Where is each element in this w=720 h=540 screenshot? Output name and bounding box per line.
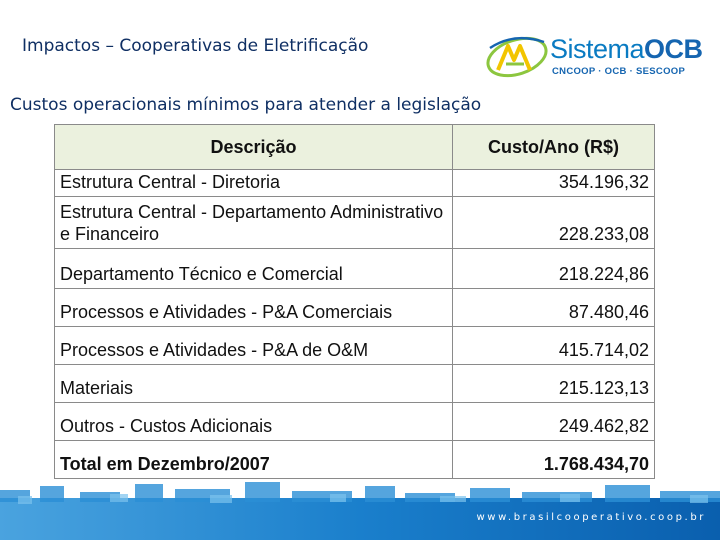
row-description: Processos e Atividades - P&A de O&M — [54, 326, 453, 365]
ocb-swirl-logo-icon — [486, 36, 548, 78]
table-row: Processos e Atividades - P&A de O&M 415.… — [54, 326, 655, 365]
row-cost: 415.714,02 — [452, 326, 655, 365]
column-header-cost: Custo/Ano (R$) — [452, 124, 655, 170]
table-row: Estrutura Central - Diretoria 354.196,32 — [54, 169, 655, 197]
logo-word-bold: OCB — [644, 34, 703, 64]
table-row: Departamento Técnico e Comercial 218.224… — [54, 248, 655, 289]
table-row: Materiais 215.123,13 — [54, 364, 655, 403]
row-cost: 218.224,86 — [452, 248, 655, 289]
total-description: Total em Dezembro/2007 — [54, 440, 453, 479]
logo-subtitle: CNCOOP · OCB · SESCOOP — [552, 66, 686, 77]
row-cost: 87.480,46 — [452, 288, 655, 327]
row-description: Estrutura Central - Departamento Adminis… — [54, 196, 453, 249]
table-row: Outros - Custos Adicionais 249.462,82 — [54, 402, 655, 441]
row-description: Processos e Atividades - P&A Comerciais — [54, 288, 453, 327]
column-header-description: Descrição — [54, 124, 453, 170]
row-cost: 215.123,13 — [452, 364, 655, 403]
row-cost: 228.233,08 — [452, 196, 655, 249]
row-description: Estrutura Central - Diretoria — [54, 169, 453, 197]
slide-subtitle: Custos operacionais mínimos para atender… — [10, 95, 482, 115]
row-cost: 249.462,82 — [452, 402, 655, 441]
footer-decorative-band — [0, 482, 720, 540]
total-cost: 1.768.434,70 — [452, 440, 655, 479]
table-row: Estrutura Central - Departamento Adminis… — [54, 196, 655, 249]
logo-wordmark: SistemaOCB — [550, 34, 703, 65]
row-description: Departamento Técnico e Comercial — [54, 248, 453, 289]
table-header-row: Descrição Custo/Ano (R$) — [54, 124, 655, 170]
row-description: Materiais — [54, 364, 453, 403]
cost-table: Descrição Custo/Ano (R$) Estrutura Centr… — [54, 124, 655, 479]
footer-url: www.brasilcooperativo.coop.br — [476, 512, 706, 523]
slide-title: Impactos – Cooperativas de Eletrificação — [22, 36, 369, 56]
sistema-ocb-logo: SistemaOCB CNCOOP · OCB · SESCOOP — [484, 30, 714, 84]
table-total-row: Total em Dezembro/2007 1.768.434,70 — [54, 440, 655, 479]
table-row: Processos e Atividades - P&A Comerciais … — [54, 288, 655, 327]
row-cost: 354.196,32 — [452, 169, 655, 197]
logo-word-light: Sistema — [550, 34, 645, 64]
row-description: Outros - Custos Adicionais — [54, 402, 453, 441]
